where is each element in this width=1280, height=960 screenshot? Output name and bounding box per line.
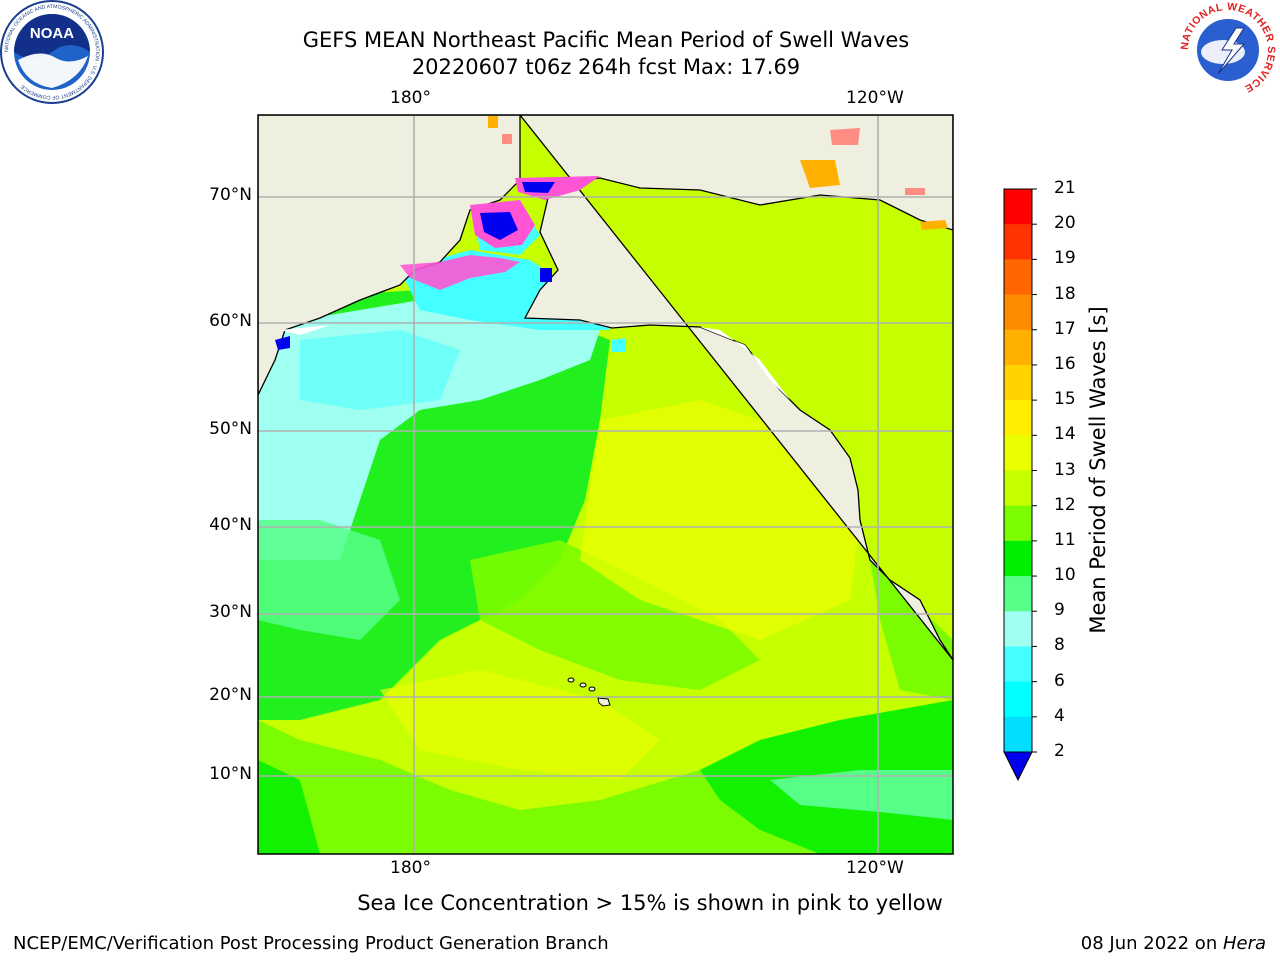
lon-label-bottom-180: 180° bbox=[390, 858, 431, 878]
lat-label-40n: 40°N bbox=[209, 515, 252, 535]
colorbar-tick-label: 2 bbox=[1054, 741, 1065, 761]
colorbar-segment bbox=[1004, 435, 1032, 471]
graticule bbox=[258, 115, 953, 854]
colorbar-segment bbox=[1004, 294, 1032, 331]
colorbar-segment bbox=[1004, 224, 1032, 260]
lat-label-20n: 20°N bbox=[209, 685, 252, 705]
chart-title: GEFS MEAN Northeast Pacific Mean Period … bbox=[302, 28, 910, 52]
colorbar-tick-label: 21 bbox=[1054, 178, 1076, 198]
colorbar-segment bbox=[1004, 681, 1032, 718]
colorbar-tick-label: 20 bbox=[1054, 213, 1076, 234]
colorbar bbox=[1003, 188, 1037, 782]
colorbar-segment bbox=[1004, 716, 1032, 753]
colorbar-tick-label: 4 bbox=[1054, 705, 1065, 726]
colorbar-segment bbox=[1004, 400, 1032, 436]
colorbar-tick-label: 12 bbox=[1054, 494, 1076, 515]
lon-label-top-120w: 120°W bbox=[846, 88, 904, 108]
deep-swell-chukchi bbox=[480, 212, 518, 240]
colorbar-tick-label: 11 bbox=[1054, 529, 1076, 550]
lat-label-50n: 50°N bbox=[209, 419, 252, 439]
land-masses bbox=[258, 115, 953, 661]
lat-label-10n: 10°N bbox=[209, 764, 252, 784]
colorbar-segment bbox=[1004, 259, 1032, 296]
colorbar-tick-label: 6 bbox=[1054, 670, 1065, 691]
colorbar-tick-label: 8 bbox=[1054, 635, 1065, 656]
credit-branch: NCEP/EMC/Verification Post Processing Pr… bbox=[13, 933, 609, 954]
credit-host: Hera bbox=[1222, 933, 1266, 954]
colorbar-segment bbox=[1004, 540, 1032, 577]
colorbar-segment bbox=[1004, 646, 1032, 683]
colorbar-segment bbox=[1004, 189, 1032, 225]
credit-date: 08 Jun 2022 on Hera bbox=[1080, 933, 1266, 954]
colorbar-tick-label: 10 bbox=[1054, 565, 1076, 586]
lat-label-30n: 30°N bbox=[209, 602, 252, 622]
colorbar-tick-label: 16 bbox=[1054, 353, 1076, 374]
sea-ice-overlay bbox=[275, 116, 948, 352]
colorbar-title: Mean Period of Swell Waves [s] bbox=[1086, 306, 1110, 634]
colorbar-segment bbox=[1004, 470, 1032, 507]
map-frame bbox=[257, 114, 954, 855]
colorbar-segment bbox=[1004, 329, 1032, 366]
colorbar-segment bbox=[1004, 364, 1032, 401]
colorbar-tick-label: 15 bbox=[1054, 389, 1076, 410]
lat-label-70n: 70°N bbox=[209, 185, 252, 205]
noaa-logo: NOAA NATIONAL OCEANIC AND ATMOSPHERIC AD… bbox=[0, 0, 104, 104]
lon-label-bottom-120w: 120°W bbox=[846, 858, 904, 878]
colorbar-segment bbox=[1004, 505, 1032, 542]
colorbar-tick-label: 19 bbox=[1054, 248, 1076, 269]
colorbar-tick-label: 9 bbox=[1054, 600, 1065, 621]
sea-ice-footnote: Sea Ice Concentration > 15% is shown in … bbox=[357, 891, 943, 915]
nws-logo: NATIONAL WEATHER SERVICE bbox=[1179, 1, 1276, 98]
colorbar-segment bbox=[1004, 576, 1032, 612]
lat-label-60n: 60°N bbox=[209, 311, 252, 331]
colorbar-tick-label: 13 bbox=[1054, 459, 1076, 480]
lon-label-top-180: 180° bbox=[390, 88, 431, 108]
colorbar-under-arrow bbox=[1003, 751, 1033, 782]
hawaii-islands bbox=[567, 677, 611, 707]
chart-subtitle: 20220607 t06z 264h fcst Max: 17.69 bbox=[411, 55, 801, 79]
noaa-logo-text: NOAA bbox=[30, 25, 74, 42]
colorbar-segment bbox=[1004, 611, 1032, 647]
colorbar-tick-label: 18 bbox=[1054, 283, 1076, 304]
colorbar-tick-label: 14 bbox=[1054, 424, 1076, 445]
colorbar-tick-label: 17 bbox=[1054, 318, 1076, 339]
